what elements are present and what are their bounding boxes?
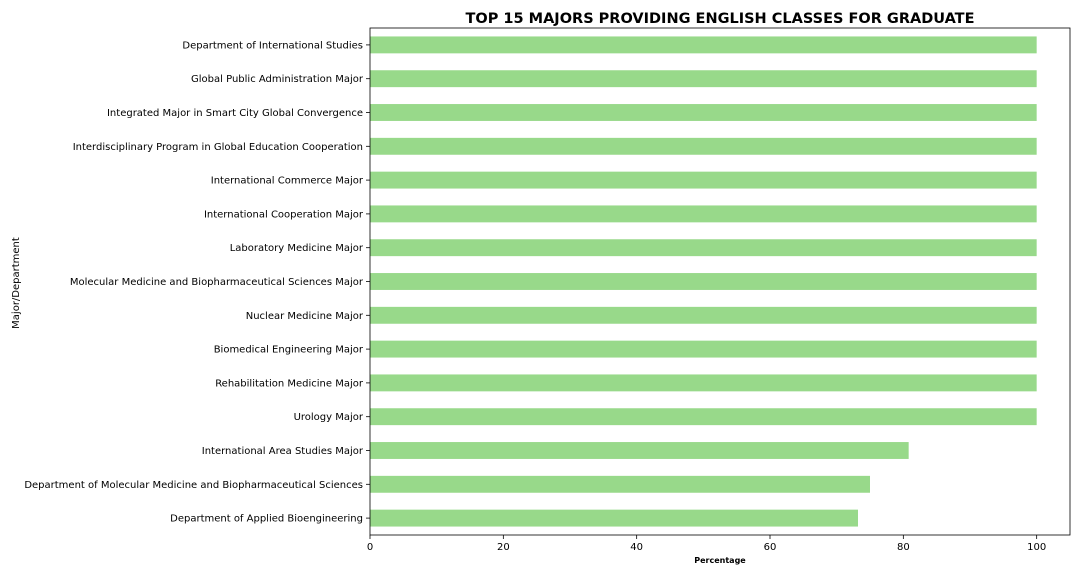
category-label: Department of Molecular Medicine and Bio…	[24, 480, 363, 491]
category-label: Global Public Administration Major	[191, 74, 364, 85]
bar	[370, 171, 1037, 189]
bar	[370, 36, 1037, 54]
x-axis-ticks: 0 20 40 60 80 100	[367, 535, 1046, 553]
bar	[370, 374, 1037, 392]
bar	[370, 306, 1037, 324]
x-tick-label: 40	[630, 542, 643, 553]
category-label: Interdisciplinary Program in Global Educ…	[73, 142, 363, 153]
category-label: Molecular Medicine and Biopharmaceutical…	[70, 277, 364, 288]
x-axis-label: Percentage	[694, 556, 746, 565]
bar	[370, 340, 1037, 358]
x-tick-label: 60	[764, 542, 777, 553]
bar	[370, 239, 1037, 257]
x-tick-label: 100	[1027, 542, 1046, 553]
category-label: International Cooperation Major	[204, 209, 364, 220]
bars-layer	[370, 36, 1037, 527]
category-label: Department of International Studies	[182, 40, 363, 51]
category-label: International Area Studies Major	[202, 446, 364, 457]
category-label: Nuclear Medicine Major	[246, 311, 364, 322]
y-axis-label: Major/Department	[11, 237, 22, 329]
x-tick-label: 20	[497, 542, 510, 553]
category-label: International Commerce Major	[211, 176, 364, 187]
plot-frame	[369, 27, 1071, 536]
bar	[370, 104, 1037, 121]
bar	[370, 137, 1037, 155]
category-label: Biomedical Engineering Major	[214, 345, 364, 356]
x-tick-label: 0	[367, 542, 373, 553]
bar	[370, 273, 1037, 290]
bar	[370, 205, 1037, 223]
category-label: Laboratory Medicine Major	[230, 243, 364, 254]
category-labels: Department of International Studies Globa…	[24, 40, 370, 525]
category-label: Rehabilitation Medicine Major	[215, 378, 364, 389]
x-tick-label: 80	[897, 542, 910, 553]
bar	[370, 442, 909, 459]
bar	[370, 408, 1037, 426]
bar	[370, 475, 870, 493]
category-label: Integrated Major in Smart City Global Co…	[107, 108, 363, 119]
chart-title: TOP 15 MAJORS PROVIDING ENGLISH CLASSES …	[466, 11, 975, 27]
category-label: Urology Major	[294, 412, 364, 423]
bar	[370, 70, 1037, 88]
bar	[370, 509, 858, 527]
category-label: Department of Applied Bioengineering	[170, 514, 363, 525]
